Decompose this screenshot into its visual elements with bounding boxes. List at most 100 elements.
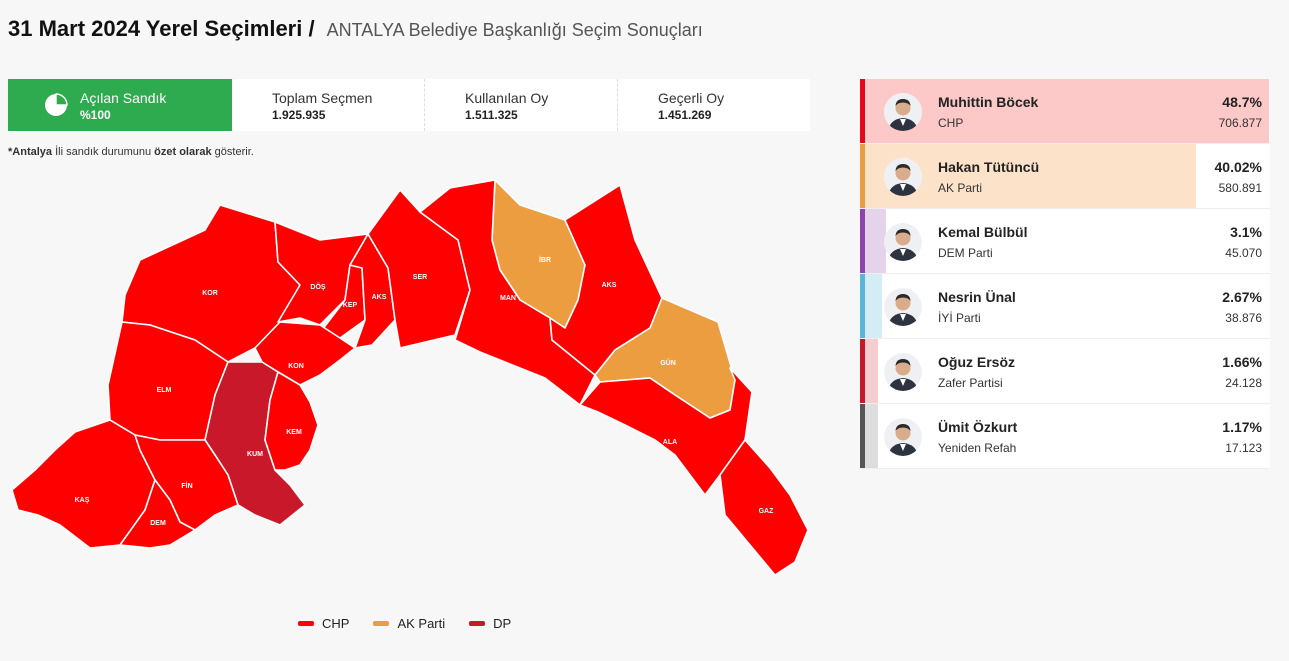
candidate-avatar [884, 353, 922, 391]
district-label-man: MAN [500, 295, 516, 302]
district-label-ibr: İBR [539, 256, 551, 264]
candidate-share-bar [860, 274, 883, 338]
district-label-ser: SER [413, 274, 427, 281]
candidate-name: Muhittin Böcek [938, 94, 1039, 110]
stats-bar: Açılan Sandık %100 Toplam Seçmen 1.925.9… [8, 79, 810, 131]
candidate-name: Ümit Özkurt [938, 419, 1018, 435]
district-kem[interactable]: KEM [264, 371, 319, 471]
candidate-party-color [860, 274, 865, 338]
candidate-name: Oğuz Ersöz [938, 354, 1016, 370]
stat-opened-label: Açılan Sandık [80, 90, 167, 106]
district-label-aks1: AKS [372, 294, 387, 301]
stat-used-votes: Kullanılan Oy 1.511.325 [425, 79, 618, 131]
district-label-fin: FİN [181, 482, 192, 490]
stat-opened-boxes: Açılan Sandık %100 [8, 79, 232, 131]
candidate-votes: 38.876 [1225, 311, 1262, 325]
district-label-aks2: AKS [602, 282, 617, 289]
district-label-kon: KON [288, 363, 304, 370]
candidate-percentage: 1.66% [1222, 354, 1262, 370]
candidate-row[interactable]: Ümit Özkurt Yeniden Refah 1.17% 17.123 [860, 404, 1270, 469]
note-suffix: gösterir. [211, 146, 254, 158]
candidate-party-color [860, 144, 865, 208]
candidate-votes: 580.891 [1218, 181, 1262, 195]
district-label-ala: ALA [663, 439, 677, 446]
note-bold: özet olarak [154, 146, 212, 158]
district-label-kor: KOR [202, 290, 218, 297]
candidate-party: İYİ Parti [938, 311, 981, 325]
district-label-dos: DÖŞ [310, 282, 326, 291]
legend-item: AK Parti [373, 616, 445, 631]
candidate-party: CHP [938, 116, 964, 130]
pie-chart-icon [45, 93, 68, 116]
candidate-votes: 17.123 [1225, 441, 1262, 455]
candidate-party-color [860, 209, 865, 273]
candidate-party-color [860, 404, 865, 468]
stat-voters-value: 1.925.935 [272, 108, 326, 122]
candidate-percentage: 2.67% [1222, 289, 1262, 305]
candidate-row[interactable]: Muhittin Böcek CHP 48.7% 706.877 [860, 79, 1270, 144]
candidate-avatar [884, 158, 922, 196]
legend-label: AK Parti [397, 616, 446, 631]
page-subtitle: ANTALYA Belediye Başkanlığı Seçim Sonuçl… [326, 20, 703, 40]
candidate-percentage: 40.02% [1214, 159, 1262, 175]
map-legend: CHP AK Parti DP [298, 616, 511, 631]
candidate-percentage: 3.1% [1230, 224, 1262, 240]
stat-opened-value: %100 [80, 108, 111, 122]
candidate-row[interactable]: Nesrin Ünal İYİ Parti 2.67% 38.876 [860, 274, 1270, 339]
district-label-dem: DEM [150, 520, 166, 527]
legend-label: CHP [322, 616, 350, 631]
candidate-percentage: 1.17% [1222, 419, 1262, 435]
candidate-party: Zafer Partisi [938, 376, 1003, 390]
candidate-name: Hakan Tütüncü [938, 159, 1040, 175]
candidate-avatar [884, 418, 922, 456]
legend-swatch [298, 621, 314, 626]
stat-used-value: 1.511.325 [465, 108, 518, 122]
district-label-kem: KEM [286, 429, 302, 436]
district-label-gaz: GAZ [759, 508, 775, 515]
candidate-name: Nesrin Ünal [938, 289, 1016, 305]
candidate-name: Kemal Bülbül [938, 224, 1028, 240]
candidate-party: DEM Parti [938, 246, 993, 260]
candidate-list: Muhittin Böcek CHP 48.7% 706.877 Hakan Tütü… [860, 79, 1270, 469]
legend-item: CHP [298, 616, 349, 631]
candidate-percentage: 48.7% [1222, 94, 1262, 110]
candidate-avatar [884, 288, 922, 326]
district-map: KOR DÖŞ KEP AKS SER İBR MAN AKS GÜN ALA … [11, 179, 809, 576]
candidate-row[interactable]: Hakan Tütüncü AK Parti 40.02% 580.891 [860, 144, 1270, 209]
district-ala[interactable]: ALA [579, 367, 753, 496]
map-note: *Antalya İli sandık durumunu özet olarak… [8, 146, 254, 158]
candidate-row[interactable]: Kemal Bülbül DEM Parti 3.1% 45.070 [860, 209, 1270, 274]
candidate-party-color [860, 339, 865, 403]
district-label-elm: ELM [157, 387, 172, 394]
stat-total-voters: Toplam Seçmen 1.925.935 [232, 79, 425, 131]
candidate-votes: 706.877 [1218, 116, 1262, 130]
candidate-votes: 24.128 [1225, 376, 1262, 390]
stat-used-label: Kullanılan Oy [465, 90, 549, 106]
candidate-party-color [860, 79, 865, 143]
district-dem[interactable]: DEM [119, 479, 196, 549]
district-label-kum: KUM [247, 451, 263, 458]
candidate-row[interactable]: Oğuz Ersöz Zafer Partisi 1.66% 24.128 [860, 339, 1270, 404]
district-label-kep: KEP [343, 302, 358, 309]
district-label-gun: GÜN [660, 358, 676, 367]
legend-label: DP [493, 616, 512, 631]
candidate-share-bar [860, 79, 1270, 143]
candidate-avatar [884, 223, 922, 261]
stat-valid-label: Geçerli Oy [658, 90, 725, 106]
candidate-votes: 45.070 [1225, 246, 1262, 260]
stat-valid-votes: Geçerli Oy 1.451.269 [618, 79, 810, 131]
legend-item: DP [469, 616, 511, 631]
note-province: *Antalya [8, 146, 53, 158]
candidate-party: AK Parti [938, 181, 983, 195]
legend-swatch [373, 621, 390, 626]
legend-swatch [469, 621, 486, 626]
page-title: 31 Mart 2024 Yerel Seçimleri / [8, 16, 315, 41]
district-gaz[interactable]: GAZ [719, 439, 809, 576]
stat-valid-value: 1.451.269 [658, 108, 712, 122]
candidate-avatar [884, 93, 922, 131]
candidate-party: Yeniden Refah [938, 441, 1017, 455]
page-header: 31 Mart 2024 Yerel Seçimleri / ANTALYA B… [8, 16, 703, 42]
stat-voters-label: Toplam Seçmen [272, 90, 373, 106]
district-label-kas: KAŞ [75, 497, 90, 504]
note-text: İli sandık durumunu [52, 146, 155, 158]
